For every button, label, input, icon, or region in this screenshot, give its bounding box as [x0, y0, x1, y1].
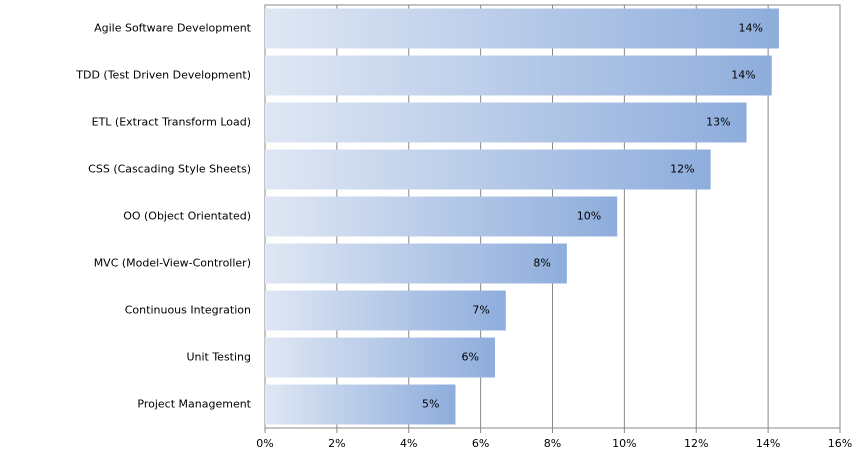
y-tick-label: TDD (Test Driven Development)	[75, 69, 251, 82]
x-tick-label: 16%	[828, 437, 852, 450]
bar	[265, 149, 711, 190]
y-tick-label: MVC (Model-View-Controller)	[94, 257, 251, 270]
y-tick-label: Continuous Integration	[125, 304, 251, 317]
bar	[265, 384, 456, 425]
y-tick-label: Project Management	[137, 398, 251, 411]
x-tick-label: 6%	[472, 437, 489, 450]
value-label: 5%	[422, 398, 439, 411]
bar	[265, 290, 506, 331]
x-tick-label: 12%	[684, 437, 708, 450]
value-label: 14%	[738, 22, 762, 35]
y-tick-label: Agile Software Development	[94, 22, 252, 35]
value-label: 14%	[731, 69, 755, 82]
x-tick-label: 8%	[544, 437, 561, 450]
bar	[265, 8, 779, 49]
bar	[265, 196, 618, 237]
value-label: 10%	[577, 210, 601, 223]
x-tick-label: 2%	[328, 437, 345, 450]
x-tick-label: 10%	[612, 437, 636, 450]
y-tick-label: CSS (Cascading Style Sheets)	[88, 163, 251, 176]
y-tick-label: ETL (Extract Transform Load)	[92, 116, 251, 129]
x-tick-label: 14%	[756, 437, 780, 450]
y-tick-label: OO (Object Orientated)	[123, 210, 251, 223]
value-label: 12%	[670, 163, 694, 176]
bar	[265, 102, 747, 143]
value-label: 7%	[472, 304, 489, 317]
y-tick-label: Unit Testing	[186, 351, 251, 364]
x-tick-label: 0%	[256, 437, 273, 450]
bar	[265, 55, 772, 96]
value-label: 6%	[462, 351, 479, 364]
bar	[265, 243, 567, 284]
value-label: 13%	[706, 116, 730, 129]
x-tick-label: 4%	[400, 437, 417, 450]
bar	[265, 337, 495, 378]
value-label: 8%	[533, 257, 550, 270]
